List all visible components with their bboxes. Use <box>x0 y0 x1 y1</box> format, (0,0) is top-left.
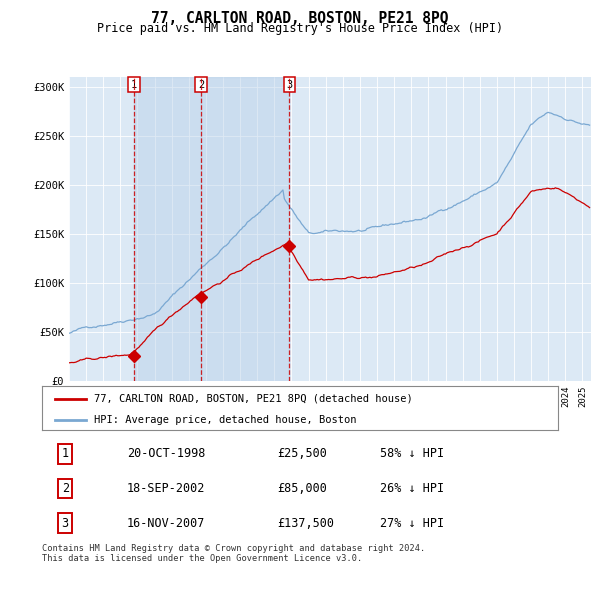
Text: 18-SEP-2002: 18-SEP-2002 <box>127 482 206 495</box>
Text: 3: 3 <box>62 517 69 530</box>
Text: 77, CARLTON ROAD, BOSTON, PE21 8PQ: 77, CARLTON ROAD, BOSTON, PE21 8PQ <box>151 11 449 25</box>
Text: 16-NOV-2007: 16-NOV-2007 <box>127 517 206 530</box>
Text: 2: 2 <box>198 80 204 90</box>
Text: 27% ↓ HPI: 27% ↓ HPI <box>380 517 444 530</box>
Text: £25,500: £25,500 <box>277 447 326 460</box>
Text: 1: 1 <box>62 447 69 460</box>
Text: 2: 2 <box>62 482 69 495</box>
Text: £137,500: £137,500 <box>277 517 334 530</box>
Text: 20-OCT-1998: 20-OCT-1998 <box>127 447 206 460</box>
Text: 77, CARLTON ROAD, BOSTON, PE21 8PQ (detached house): 77, CARLTON ROAD, BOSTON, PE21 8PQ (deta… <box>94 394 412 404</box>
Text: Price paid vs. HM Land Registry's House Price Index (HPI): Price paid vs. HM Land Registry's House … <box>97 22 503 35</box>
Text: 58% ↓ HPI: 58% ↓ HPI <box>380 447 444 460</box>
Text: 3: 3 <box>286 80 293 90</box>
Text: Contains HM Land Registry data © Crown copyright and database right 2024.
This d: Contains HM Land Registry data © Crown c… <box>42 544 425 563</box>
Text: 26% ↓ HPI: 26% ↓ HPI <box>380 482 444 495</box>
Bar <box>201 77 289 381</box>
Text: £85,000: £85,000 <box>277 482 326 495</box>
Bar <box>134 77 201 381</box>
Text: 1: 1 <box>131 80 137 90</box>
Text: HPI: Average price, detached house, Boston: HPI: Average price, detached house, Bost… <box>94 415 356 425</box>
